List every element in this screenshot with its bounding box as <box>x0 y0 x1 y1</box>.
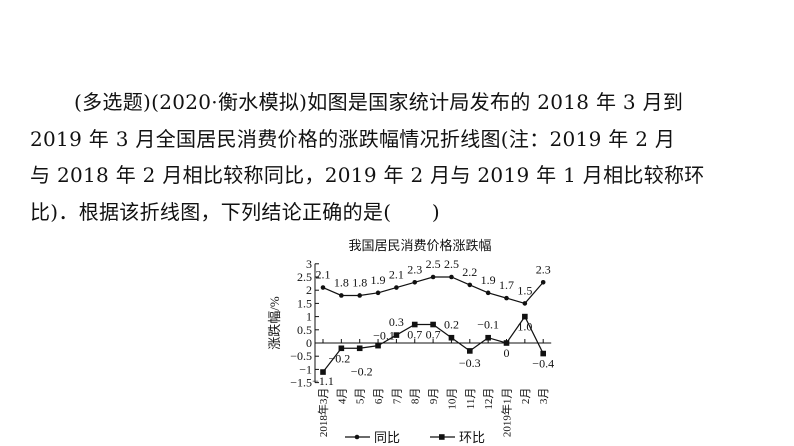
data-label: −0.4 <box>532 357 554 371</box>
data-point <box>540 350 546 357</box>
data-label: −0.3 <box>459 356 481 370</box>
legend-marker <box>439 434 445 440</box>
data-point <box>375 342 381 349</box>
data-label: 0.2 <box>444 318 459 332</box>
data-point <box>412 279 418 285</box>
y-tick-label: 1 <box>306 310 312 324</box>
x-tick-label: 10月 <box>446 388 458 410</box>
chart-title: 我国居民消费价格涨跌幅 <box>348 238 491 253</box>
data-point <box>522 313 528 320</box>
y-tick-label: 0.5 <box>297 323 312 337</box>
data-label: 0.7 <box>407 328 422 342</box>
data-point <box>467 348 473 354</box>
data-label: 0.3 <box>389 315 404 329</box>
data-point <box>485 290 491 296</box>
data-point <box>448 334 455 341</box>
data-point <box>522 301 528 306</box>
y-tick-label: 0 <box>306 336 312 350</box>
data-point <box>339 293 344 298</box>
y-tick-label: −0.5 <box>290 349 312 363</box>
data-label: 2.3 <box>407 262 422 276</box>
x-tick-label: 4月 <box>336 388 348 405</box>
data-point <box>357 293 363 298</box>
data-point <box>504 295 509 301</box>
data-point <box>394 285 399 290</box>
data-point <box>503 340 510 346</box>
x-tick-label: 5月 <box>355 388 367 405</box>
legend-label: 环比 <box>459 430 485 445</box>
data-point <box>320 369 326 375</box>
data-point <box>320 285 326 290</box>
question-line: 与 2018 年 2 月相比较称同比，2019 年 2 月与 2019 年 1 … <box>30 163 705 187</box>
legend-marker <box>354 434 360 440</box>
x-tick-label: 2018年3月 <box>316 388 330 438</box>
x-tick-label: 9月 <box>428 388 440 405</box>
data-point <box>338 345 345 352</box>
data-label: 1.0 <box>517 320 532 334</box>
data-label: 2.5 <box>444 257 459 271</box>
y-tick-label: 3 <box>306 257 312 271</box>
data-label: −0.2 <box>328 351 350 365</box>
y-tick-label: −1 <box>299 362 312 376</box>
data-label: 2.3 <box>536 262 551 276</box>
data-label: −0.1 <box>477 318 499 332</box>
legend-label: 同比 <box>374 430 400 445</box>
data-label: 1.9 <box>481 273 496 287</box>
data-point <box>430 321 436 328</box>
data-point <box>467 282 473 288</box>
data-label: 1.7 <box>499 278 514 292</box>
y-axis-label: 涨跌幅/% <box>267 296 282 350</box>
data-label: 1.5 <box>517 283 532 297</box>
data-label: 2.1 <box>316 268 331 282</box>
data-label: 0 <box>504 346 510 360</box>
data-point <box>375 290 381 296</box>
data-label: −0.1 <box>373 329 395 343</box>
data-label: 0.7 <box>426 328 441 342</box>
data-label: 1.8 <box>352 275 367 289</box>
data-point <box>356 345 363 352</box>
x-tick-label: 2019年1月 <box>500 388 514 438</box>
y-tick-label: 2.5 <box>297 270 312 284</box>
data-label: 2.5 <box>426 257 441 271</box>
data-point <box>430 274 436 280</box>
x-tick-label: 2月 <box>520 388 532 405</box>
y-tick-label: 2 <box>306 283 312 297</box>
x-tick-label: 8月 <box>410 388 422 405</box>
data-label: 2.2 <box>462 265 477 279</box>
x-tick-label: 11月 <box>465 388 477 410</box>
x-tick-label: 12月 <box>483 388 495 410</box>
data-point <box>540 279 546 285</box>
x-tick-label: 3月 <box>538 388 550 405</box>
question-line: (多选题)(2020·衡水模拟)如图是国家统计局发布的 2018 年 3 月到 <box>74 90 684 114</box>
data-label: −0.2 <box>351 364 373 378</box>
data-label: 2.1 <box>389 268 404 282</box>
data-label: 1.9 <box>371 273 386 287</box>
question-line: 2019 年 3 月全国居民消费价格的涨跌幅情况折线图(注：2019 年 2 月 <box>30 127 676 151</box>
x-tick-label: 7月 <box>391 388 403 405</box>
data-label: −1.1 <box>312 374 334 388</box>
data-label: 1.8 <box>334 275 349 289</box>
data-point <box>449 274 454 280</box>
y-tick-label: 1.5 <box>297 296 312 310</box>
question-line: 比)．根据该折线图，下列结论正确的是( ) <box>30 200 441 224</box>
y-tick-label: −1.5 <box>290 376 312 390</box>
data-point <box>411 321 418 328</box>
x-tick-label: 6月 <box>373 388 385 405</box>
data-point <box>485 334 491 341</box>
data-point <box>393 332 400 338</box>
